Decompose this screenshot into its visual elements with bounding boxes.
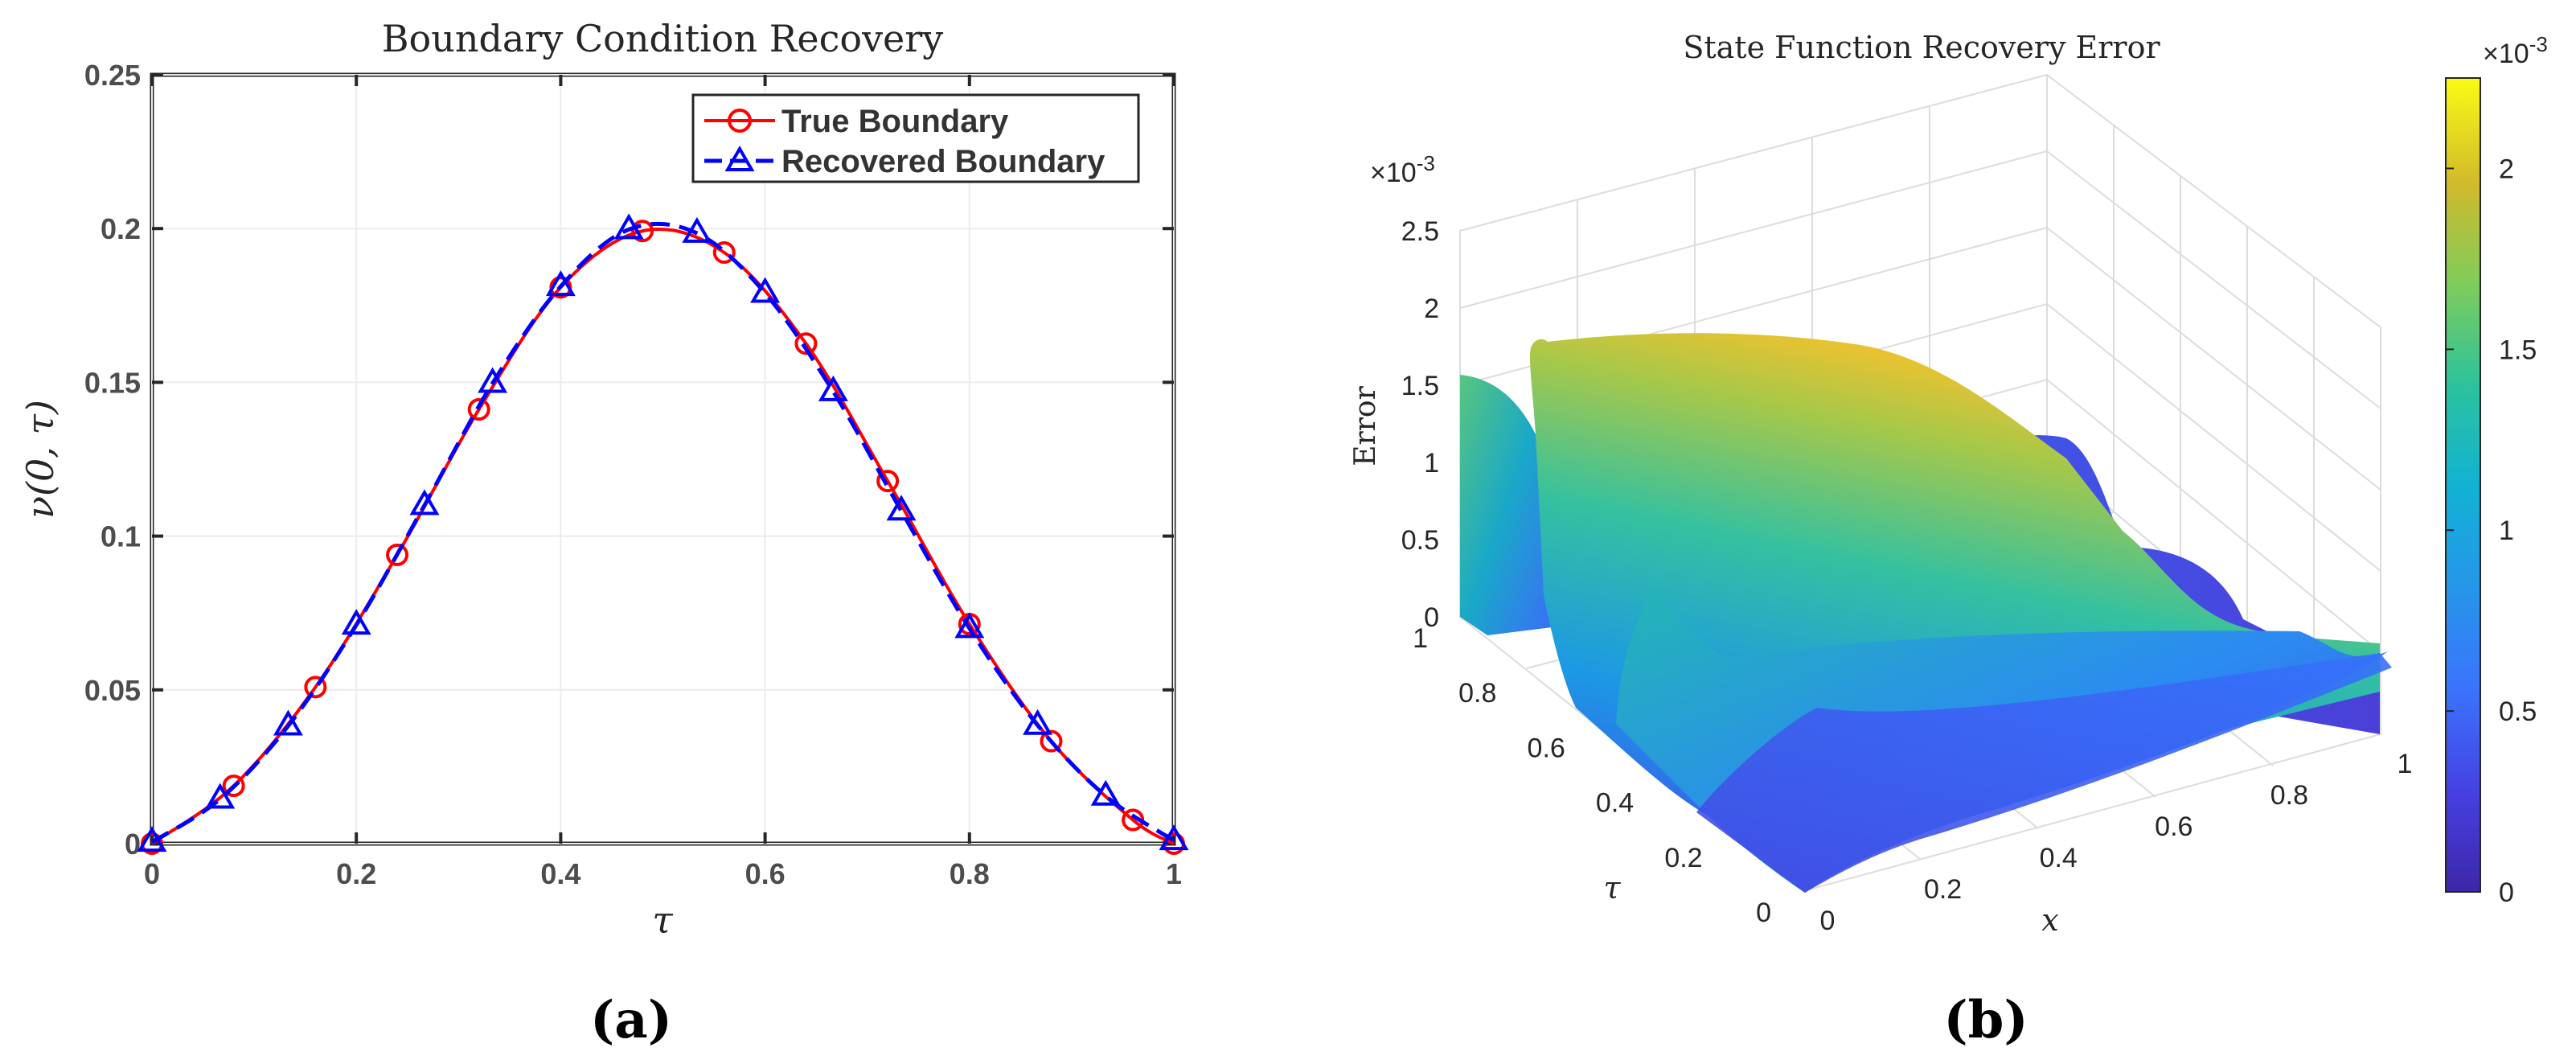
point-recovered	[954, 612, 985, 639]
point-true	[386, 543, 409, 566]
point-recovered	[545, 270, 576, 297]
legend-box	[691, 93, 1140, 183]
x-tick-label: 1	[1166, 857, 1182, 890]
y-tick-label: 0.25	[84, 59, 141, 92]
colorbar-scale-label: ×10-3	[2483, 32, 2548, 69]
x-tick-label: 0.6	[745, 857, 786, 890]
legend-true-marker-icon	[728, 109, 752, 133]
point-true	[876, 470, 900, 493]
colorbar: 0 0.5 1 1.5 2 ×10-3	[2445, 32, 2548, 908]
legend-true-label: True Boundary	[781, 104, 1009, 139]
chart-b-xlabel: x	[2041, 902, 2058, 938]
colorbar-tick-label: 0	[2499, 877, 2514, 908]
point-recovered	[341, 609, 371, 635]
panel-b: State Function Recovery Error 0 0.5 1 1.5 2 2…	[1349, 30, 2548, 938]
tau-tick-label: 0	[1756, 898, 1771, 928]
point-true	[794, 332, 818, 355]
x-tick-label: 0	[1820, 906, 1836, 936]
x-tick-label: 0.4	[2040, 843, 2078, 873]
z-tick-label: 2	[1424, 294, 1439, 324]
legend-recovered-marker-icon	[724, 145, 755, 171]
tau-tick-label: 0.8	[1458, 678, 1496, 709]
y-tick-label: 0.2	[100, 212, 141, 245]
colorbar-tick-label: 1	[2499, 516, 2514, 546]
point-recovered	[1023, 709, 1053, 735]
z-tick-label: 1	[1424, 448, 1439, 479]
tau-tick-label: 0.4	[1596, 788, 1634, 819]
tau-tick-label: 1	[1413, 623, 1428, 654]
series-line-true	[150, 228, 1175, 845]
series-a	[137, 213, 1189, 855]
colorbar-tick-label: 2	[2499, 154, 2514, 184]
error-surface	[1460, 333, 2392, 893]
point-recovered	[273, 709, 303, 736]
point-recovered	[818, 375, 848, 401]
z-tick-label: 0	[1424, 602, 1439, 633]
point-recovered	[682, 216, 712, 243]
colorbar-ticks: 0 0.5 1 1.5 2	[2446, 154, 2537, 908]
colorbar-tick-label: 1.5	[2499, 335, 2537, 365]
y-tick-label: 0	[125, 828, 141, 861]
legend-a: True Boundary Recovered Boundary	[691, 93, 1140, 183]
legend-item-recovered: Recovered Boundary	[704, 144, 1105, 179]
x-tick-label: 0.2	[336, 857, 376, 890]
x-tick-label: 0.2	[1924, 874, 1962, 905]
chart-a-xlabel: τ	[652, 898, 674, 942]
z-tick-label: 0.5	[1401, 525, 1439, 556]
point-true	[467, 398, 490, 421]
chart-b-ylabel: τ	[1603, 870, 1621, 906]
point-recovered	[886, 495, 917, 521]
tau-tick-label: 0.6	[1528, 733, 1565, 763]
colorbar-tick-label: 0.5	[2499, 696, 2537, 727]
z-tick-label: 1.5	[1401, 371, 1439, 401]
x-tick-label: 0.8	[2270, 780, 2308, 811]
point-true	[712, 241, 736, 265]
chart-a-ylabel: ν(0, τ)	[18, 400, 62, 519]
y-tick-label: 0.05	[84, 674, 141, 707]
legend-item-true: True Boundary	[704, 104, 1009, 139]
x-tick-label: 0.8	[950, 857, 990, 890]
point-true	[222, 774, 245, 798]
z-scale-label: ×10-3	[1370, 151, 1435, 188]
point-true	[1040, 729, 1063, 753]
point-recovered	[205, 783, 236, 809]
x-tick-label: 0.4	[540, 857, 580, 890]
surface-floor-sheet	[1696, 653, 2392, 893]
point-recovered	[1090, 779, 1121, 806]
chart-a-title: Boundary Condition Recovery	[382, 17, 944, 60]
chart-b-zlabel: Error	[1349, 385, 1382, 466]
colorbar-gradient	[2445, 77, 2481, 893]
x-tick-label: 1	[2398, 749, 2413, 779]
point-recovered	[137, 826, 167, 852]
series-line-recovered	[150, 221, 1175, 844]
legend-recovered-label: Recovered Boundary	[781, 144, 1105, 179]
point-true	[631, 220, 654, 243]
panel-a: 0 0.2 0.4 0.6 0.8 1 0 0.05 0.1 0.15 0.2 0.25 Bounda…	[18, 17, 1189, 942]
x-tick-label: 0.6	[2155, 811, 2192, 842]
point-recovered	[750, 277, 781, 303]
point-recovered	[409, 489, 440, 516]
grid-a	[151, 74, 1175, 844]
tau-tick-label: 0.2	[1664, 843, 1702, 873]
chart-b-title: State Function Recovery Error	[1683, 30, 2160, 65]
panel-label-b: (b)	[1943, 990, 2028, 1050]
panel-label-a: (a)	[590, 990, 672, 1050]
ticks-a: 0 0.2 0.4 0.6 0.8 1 0 0.05 0.1 0.15 0.2 0.25	[84, 59, 1182, 890]
z-tick-label: 2.5	[1401, 216, 1439, 247]
plot-a-background	[150, 72, 1176, 846]
point-recovered	[1159, 824, 1189, 851]
y-tick-label: 0.1	[100, 520, 141, 553]
point-recovered	[478, 367, 508, 393]
x-tick-label: 0	[144, 857, 160, 890]
y-tick-label: 0.15	[84, 366, 141, 399]
surface-back-sheet	[1460, 375, 1552, 635]
point-recovered	[613, 213, 644, 240]
point-true	[304, 676, 327, 699]
